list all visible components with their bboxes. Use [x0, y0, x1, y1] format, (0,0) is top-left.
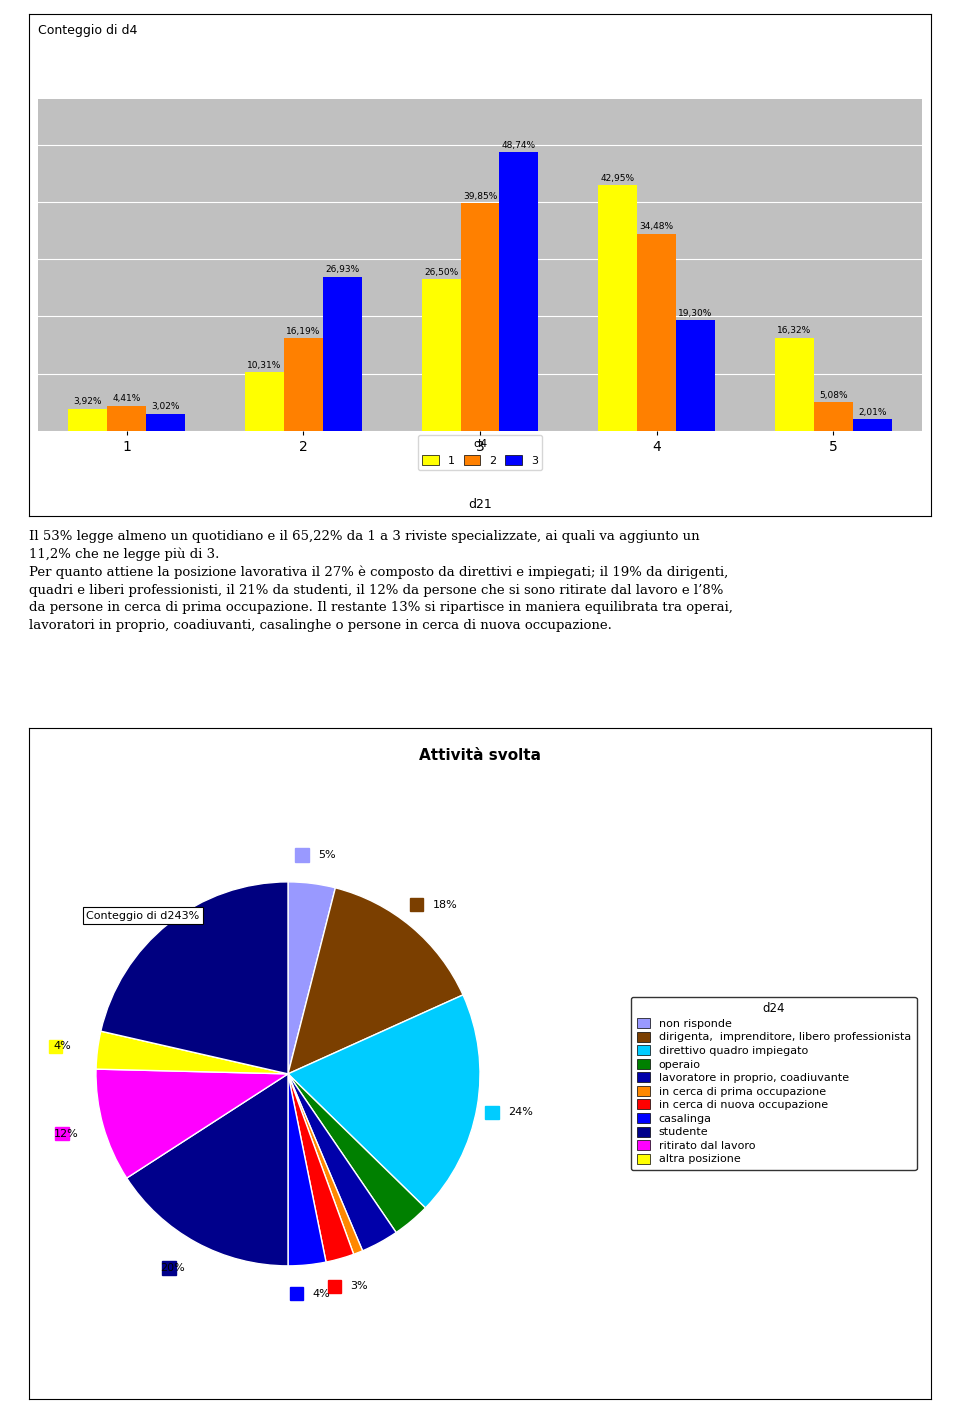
- Bar: [637, 233, 676, 431]
- Bar: [323, 277, 362, 431]
- Wedge shape: [288, 1074, 326, 1266]
- Text: 4,41%: 4,41%: [112, 394, 141, 404]
- Bar: [146, 414, 185, 431]
- Bar: [486, 1105, 499, 1119]
- Text: 18%: 18%: [433, 900, 457, 910]
- Bar: [108, 406, 146, 431]
- Bar: [461, 203, 499, 431]
- Bar: [245, 372, 284, 431]
- Text: Attività svolta: Attività svolta: [419, 747, 541, 763]
- Bar: [421, 280, 461, 431]
- Text: 3,02%: 3,02%: [152, 403, 180, 411]
- Text: Conteggio di d4: Conteggio di d4: [37, 24, 137, 37]
- Text: 10,31%: 10,31%: [248, 360, 281, 370]
- Bar: [327, 1280, 341, 1293]
- Text: 19,30%: 19,30%: [679, 309, 712, 318]
- Text: 48,74%: 48,74%: [502, 141, 536, 150]
- Bar: [499, 153, 539, 431]
- Bar: [410, 899, 423, 911]
- Bar: [290, 1287, 303, 1300]
- Wedge shape: [288, 995, 480, 1208]
- Wedge shape: [288, 882, 335, 1074]
- Wedge shape: [101, 882, 288, 1074]
- Text: 5,08%: 5,08%: [819, 390, 848, 400]
- Text: 26,50%: 26,50%: [424, 268, 458, 277]
- Text: 12%: 12%: [54, 1129, 78, 1139]
- Bar: [56, 1128, 69, 1140]
- Text: Conteggio di d243%: Conteggio di d243%: [86, 911, 200, 921]
- Text: 5%: 5%: [318, 849, 336, 859]
- Text: 4%: 4%: [313, 1289, 330, 1299]
- Bar: [49, 1040, 62, 1053]
- Text: Il 53% legge almeno un quotidiano e il 65,22% da 1 a 3 riviste specializzate, ai: Il 53% legge almeno un quotidiano e il 6…: [29, 530, 732, 632]
- Wedge shape: [96, 1070, 288, 1178]
- Wedge shape: [96, 1031, 288, 1074]
- Bar: [162, 1260, 176, 1275]
- Text: 20%: 20%: [160, 1263, 185, 1273]
- Text: 39,85%: 39,85%: [463, 192, 497, 201]
- Text: 16,32%: 16,32%: [778, 326, 811, 335]
- Text: 3,92%: 3,92%: [74, 397, 102, 406]
- Text: 2,01%: 2,01%: [858, 408, 886, 417]
- Text: 34,48%: 34,48%: [639, 222, 674, 232]
- Legend: non risponde, dirigenta,  imprenditore, libero professionista, direttivo quadro : non risponde, dirigenta, imprenditore, l…: [631, 996, 917, 1170]
- Wedge shape: [288, 1074, 396, 1251]
- Bar: [676, 321, 715, 431]
- Text: 16,19%: 16,19%: [286, 326, 321, 336]
- Text: d21: d21: [468, 497, 492, 510]
- Bar: [296, 848, 309, 862]
- Wedge shape: [288, 1074, 353, 1262]
- Bar: [775, 338, 814, 431]
- Text: 26,93%: 26,93%: [325, 266, 359, 274]
- Text: 3%: 3%: [350, 1282, 368, 1291]
- Bar: [68, 408, 108, 431]
- Bar: [598, 185, 637, 431]
- Wedge shape: [288, 1074, 363, 1255]
- Bar: [852, 420, 892, 431]
- Text: 24%: 24%: [508, 1108, 533, 1118]
- Wedge shape: [288, 887, 463, 1074]
- Bar: [284, 338, 323, 431]
- Wedge shape: [127, 1074, 288, 1266]
- Legend: 1, 2, 3: 1, 2, 3: [418, 435, 542, 471]
- Bar: [814, 401, 852, 431]
- Text: 4%: 4%: [54, 1041, 72, 1051]
- Wedge shape: [288, 1074, 425, 1232]
- Text: 42,95%: 42,95%: [601, 174, 635, 182]
